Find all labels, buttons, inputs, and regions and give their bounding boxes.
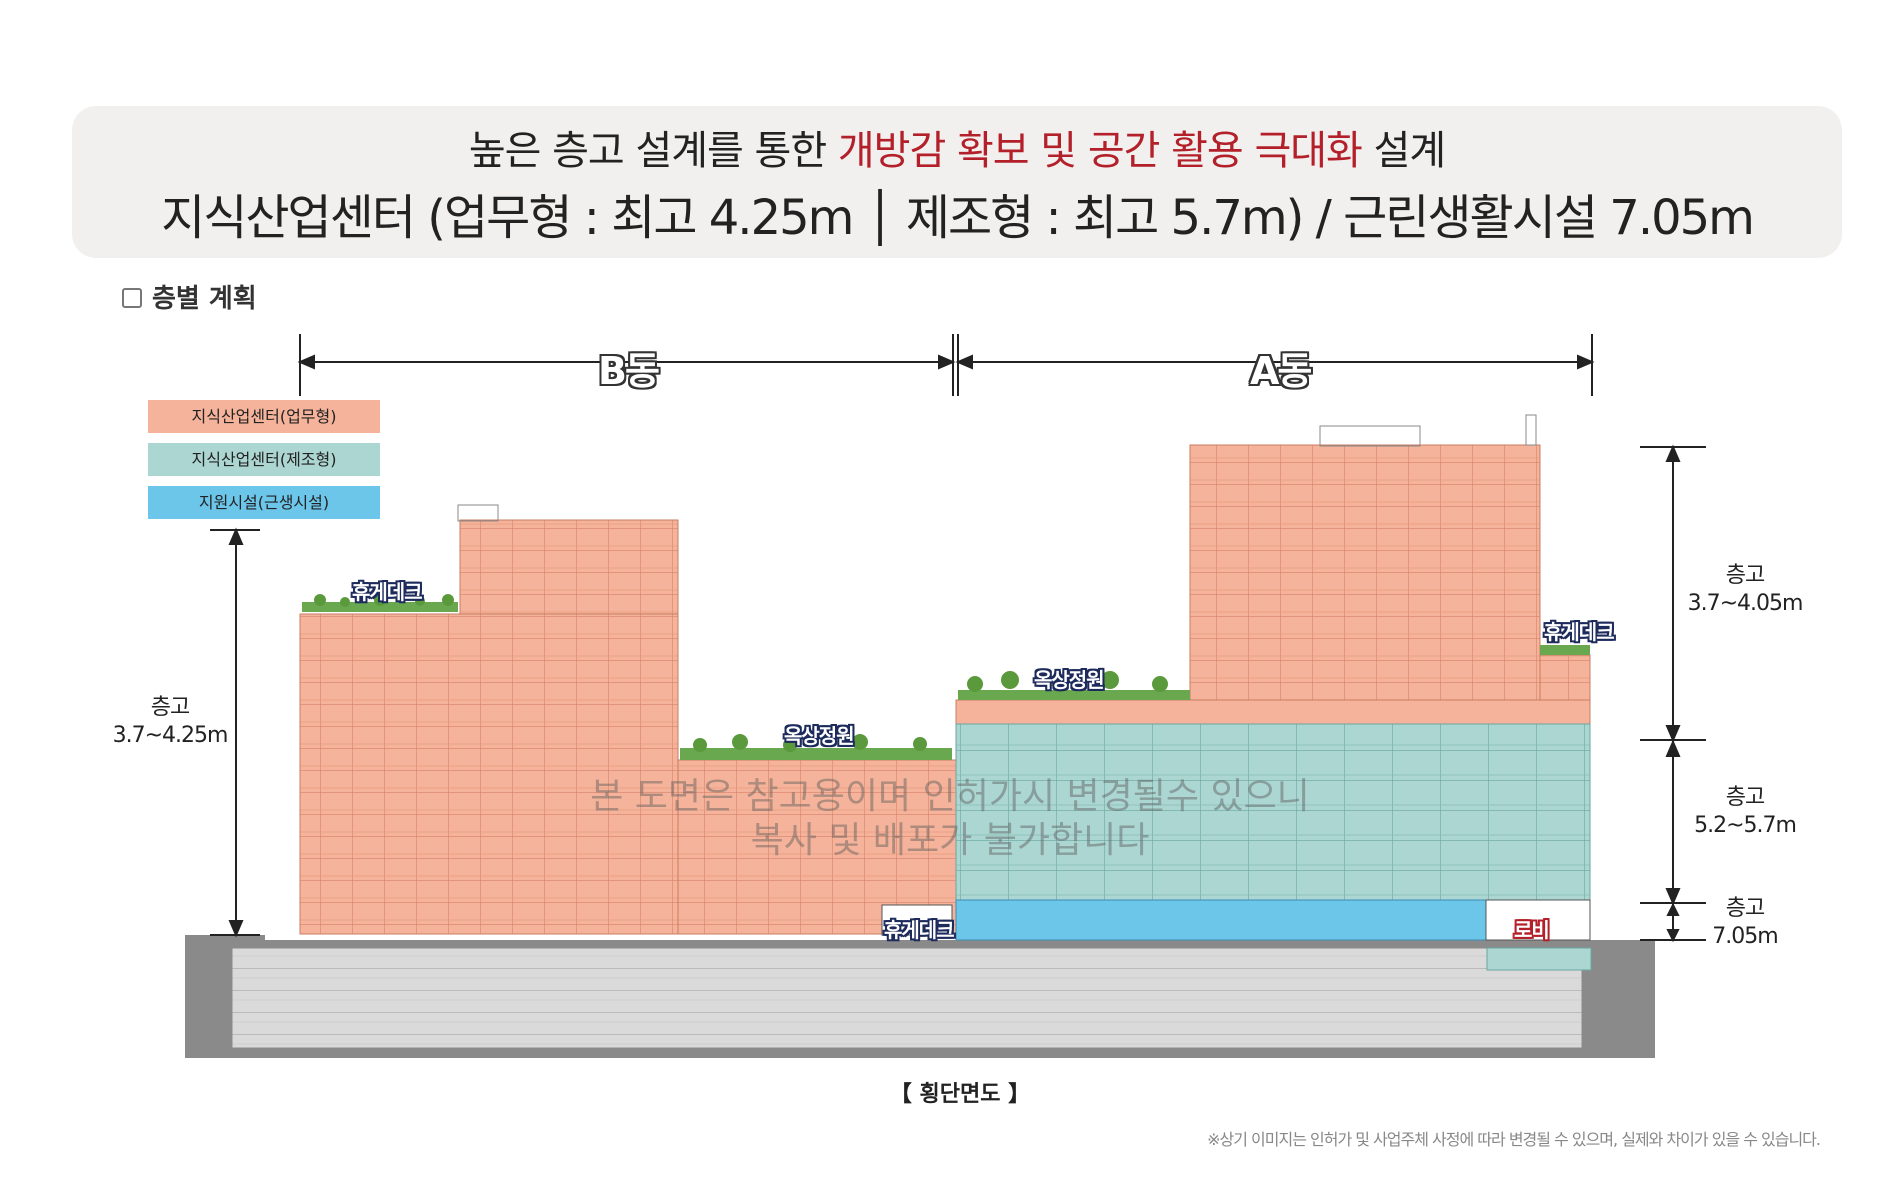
headline-highlight: 개방감 확보 및 공간 활용 극대화 xyxy=(837,128,1363,174)
a-roof-garden-plants xyxy=(958,645,1590,700)
low-rest-deck-label: 휴게데크 xyxy=(884,918,955,942)
watermark-line2: 복사 및 배포가 불가합니다 xyxy=(750,820,1150,861)
legend-factory: 지식산업센터(제조형) xyxy=(148,443,380,476)
section-title: 층별 계획 xyxy=(122,278,257,315)
b-tower-body xyxy=(299,613,679,935)
checkbox-icon xyxy=(122,288,142,308)
a-retail-height-value: 7.05m xyxy=(1712,924,1778,949)
headline-prefix: 높은 층고 설계를 통한 xyxy=(468,128,838,174)
headline-suffix: 설계 xyxy=(1361,128,1447,174)
header-panel xyxy=(72,106,1842,258)
b-roof-garden-label: 옥상정원 xyxy=(784,724,855,748)
section-title-text: 층별 계획 xyxy=(152,284,257,314)
a-podium-office xyxy=(955,699,1591,725)
a-rest-deck-label: 휴게데크 xyxy=(1544,620,1615,644)
headline-line2: 지식산업센터 (업무형 : 최고 4.25m │ 제조형 : 최고 5.7m) … xyxy=(161,190,1755,246)
b-tower-top xyxy=(459,519,679,616)
lobby-label: 로비 xyxy=(1514,918,1550,942)
headline-line1: 높은 층고 설계를 통한 개방감 확보 및 공간 활용 극대화 설계 xyxy=(72,118,1842,176)
a-factory-floors xyxy=(955,723,1591,903)
legend-office: 지식산업센터(업무형) xyxy=(148,400,380,433)
building-span-arrows xyxy=(297,334,1595,396)
b-building-label: B동 xyxy=(598,349,660,393)
a-retail-height-title: 층고 xyxy=(1725,896,1765,921)
footnote: ※상기 이미지는 인허가 및 사업주체 사정에 따라 변경될 수 있으며, 실제… xyxy=(1207,1130,1821,1149)
a-tower-office xyxy=(1189,444,1541,704)
a-lobby xyxy=(1485,899,1591,941)
watermark: 본 도면은 참고용이며 인허가시 변경될수 있으니 복사 및 배포가 불가합니다 xyxy=(500,775,1400,863)
b-deck-low xyxy=(881,904,953,936)
a-office-floor-height: 층고 3.7~4.05m xyxy=(1680,562,1810,618)
watermark-line1: 본 도면은 참고용이며 인허가시 변경될수 있으니 xyxy=(590,776,1310,817)
b-floor-height-value: 3.7~4.25m xyxy=(112,723,229,748)
legend-retail: 지원시설(근생시설) xyxy=(148,486,380,519)
b-height-arrow xyxy=(210,527,260,938)
a-height-arrows xyxy=(1640,444,1706,943)
figure-caption: 【 횡단면도 】 xyxy=(889,1082,1031,1107)
a-factory-height-value: 5.2~5.7m xyxy=(1694,813,1797,838)
b-floor-height: 층고 3.7~4.25m xyxy=(110,694,230,750)
b-roof-garden-plants xyxy=(302,594,952,760)
a-office-height-title: 층고 xyxy=(1725,563,1765,588)
a-building-label: A동 xyxy=(1250,349,1312,393)
a-retail-floor xyxy=(955,899,1487,941)
a-retail-floor-height: 층고 7.05m xyxy=(1680,895,1810,951)
b-floor-height-title: 층고 xyxy=(150,695,190,720)
b-rest-deck-label: 휴게데크 xyxy=(352,580,423,604)
basement-parking xyxy=(231,947,1583,1049)
a-factory-floor-height: 층고 5.2~5.7m xyxy=(1680,784,1810,840)
a-factory-height-title: 층고 xyxy=(1725,785,1765,810)
a-roof-garden-label: 옥상정원 xyxy=(1034,668,1105,692)
a-office-height-value: 3.7~4.05m xyxy=(1687,591,1804,616)
